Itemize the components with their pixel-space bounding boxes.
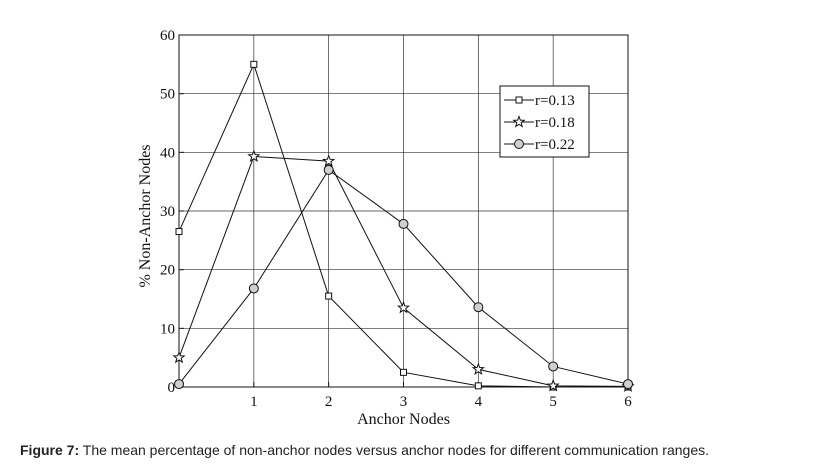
legend-item: r=0.22 <box>504 137 575 153</box>
data-point-circle <box>548 361 559 372</box>
legend-marker-square <box>515 96 523 104</box>
x-tick-label: 3 <box>400 394 408 410</box>
data-point-star <box>471 362 485 376</box>
data-point-circle <box>473 302 484 313</box>
legend: r=0.13 r=0.18 r=0.22 <box>499 85 590 158</box>
data-point-star <box>396 300 411 314</box>
y-tick-label: 40 <box>160 145 175 161</box>
x-axis-label: Anchor Nodes <box>357 411 450 428</box>
series-layer <box>172 60 635 393</box>
x-tick-label: 5 <box>549 394 557 410</box>
figure-caption: Figure 7: The mean percentage of non-anc… <box>20 442 810 458</box>
data-point-square <box>250 60 258 68</box>
data-point-star <box>172 350 186 364</box>
data-point-square <box>474 382 482 390</box>
data-point-circle <box>174 379 184 390</box>
data-point-square <box>325 292 333 300</box>
legend-label: r=0.18 <box>535 115 575 131</box>
data-point-star <box>546 378 560 392</box>
data-point-square <box>400 368 407 376</box>
legend-item: r=0.13 <box>504 93 575 109</box>
legend-marker-circle <box>514 139 524 149</box>
legend-item: r=0.18 <box>504 115 575 131</box>
data-point-circle <box>623 379 633 390</box>
y-tick-label: 30 <box>160 204 175 220</box>
data-point-star <box>322 154 336 167</box>
data-point-circle <box>323 164 334 175</box>
axis-ticks: 0 10 20 30 40 50 60 1 2 3 4 5 6 <box>160 28 632 410</box>
x-tick-label: 1 <box>250 394 258 410</box>
legend-marker-star <box>512 115 526 128</box>
y-axis-label: % Non-Anchor Nodes <box>137 144 154 287</box>
x-tick-label: 6 <box>624 394 632 410</box>
x-tick-label: 4 <box>475 394 483 410</box>
legend-label: r=0.13 <box>535 93 575 109</box>
legend-label: r=0.22 <box>535 137 575 153</box>
chart: 0 10 20 30 40 50 60 1 2 3 4 5 6 Anchor Nodes % Non-A… <box>137 28 635 428</box>
data-point-square <box>175 228 183 236</box>
caption-label: Figure 7: <box>20 442 80 458</box>
y-tick-label: 50 <box>160 87 175 103</box>
data-point-circle <box>248 283 259 294</box>
y-tick-label: 10 <box>160 321 175 337</box>
y-tick-label: 0 <box>168 380 176 396</box>
y-tick-label: 60 <box>160 28 175 44</box>
caption-text: The mean percentage of non-anchor nodes … <box>79 442 709 458</box>
data-point-circle <box>398 218 409 229</box>
series-circle <box>174 164 633 390</box>
series-star <box>172 149 635 393</box>
x-tick-label: 2 <box>325 394 333 410</box>
y-tick-label: 20 <box>160 263 175 279</box>
data-point-star <box>247 149 261 163</box>
